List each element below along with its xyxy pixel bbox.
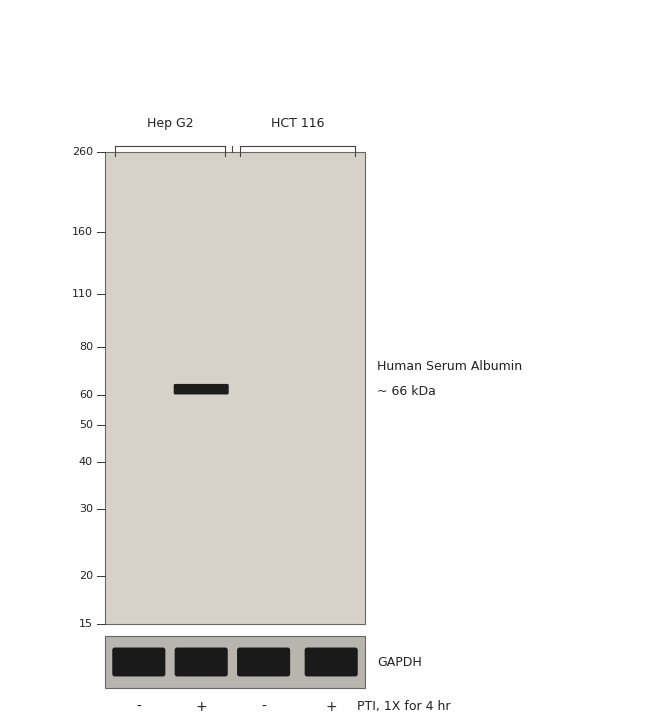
Text: Hep G2: Hep G2 (147, 117, 193, 130)
Text: 80: 80 (79, 342, 93, 352)
Text: PTI, 1X for 4 hr: PTI, 1X for 4 hr (358, 700, 450, 713)
Text: 30: 30 (79, 504, 93, 514)
Bar (105, 152, 365, 624)
Text: 40: 40 (79, 457, 93, 467)
Text: 15: 15 (79, 619, 93, 629)
FancyBboxPatch shape (237, 647, 290, 677)
FancyBboxPatch shape (175, 647, 228, 677)
FancyBboxPatch shape (174, 384, 229, 395)
Text: Human Serum Albumin: Human Serum Albumin (377, 360, 522, 373)
Text: GAPDH: GAPDH (377, 656, 422, 669)
Text: 60: 60 (79, 390, 93, 400)
Text: -: - (136, 700, 141, 714)
FancyBboxPatch shape (305, 647, 358, 677)
Text: 260: 260 (72, 147, 93, 157)
Text: 50: 50 (79, 420, 93, 430)
Text: HCT 116: HCT 116 (270, 117, 324, 130)
Text: 160: 160 (72, 228, 93, 237)
Bar (105, 636, 365, 688)
Text: +: + (326, 700, 337, 714)
Text: +: + (196, 700, 207, 714)
Text: ~ 66 kDa: ~ 66 kDa (377, 385, 436, 398)
Text: 110: 110 (72, 289, 93, 299)
FancyBboxPatch shape (112, 647, 165, 677)
Text: 20: 20 (79, 571, 93, 581)
Text: -: - (261, 700, 266, 714)
